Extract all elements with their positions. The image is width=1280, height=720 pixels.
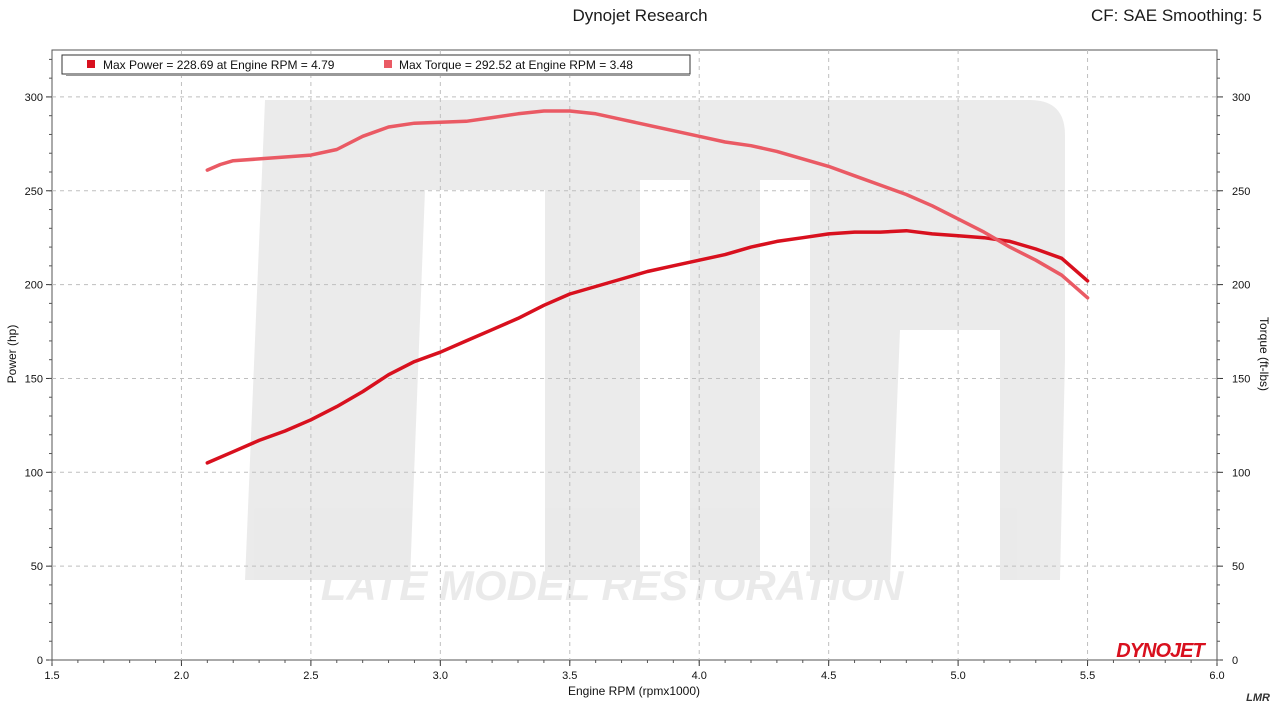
x-tick-label: 4.5 (821, 670, 836, 682)
y-tick-label: 300 (25, 92, 43, 104)
plot-area (51, 49, 1218, 661)
chart-header-title: Dynojet Research (572, 6, 708, 25)
series-lines (205, 109, 1090, 465)
lmr-corner-mark: LMR (1246, 692, 1270, 704)
legend: Max Power = 228.69 at Engine RPM = 4.79 … (61, 54, 691, 76)
y-tick-label: 50 (31, 561, 43, 573)
y2-tick-label: 200 (1232, 280, 1250, 292)
y2-tick-label: 250 (1232, 186, 1250, 198)
y-tick-label: 150 (25, 373, 43, 385)
legend-torque-label: Max Torque = 292.52 at Engine RPM = 3.48 (399, 58, 633, 72)
power-curve (205, 228, 1090, 465)
y2-tick-label: 150 (1232, 373, 1250, 385)
x-tick-label: 1.5 (44, 670, 59, 682)
correction-factor-label: CF: SAE Smoothing: 5 (1090, 6, 1262, 25)
y2-tick-label: 300 (1232, 92, 1250, 104)
x-axis-title: Engine RPM (rpmx1000) (568, 684, 700, 698)
y-tick-label: 200 (25, 280, 43, 292)
y2-axis-title: Torque (ft-lbs) (1257, 317, 1271, 391)
x-tick-label: 3.0 (433, 670, 448, 682)
legend-power-swatch (87, 60, 95, 68)
y-tick-label: 0 (37, 655, 43, 667)
x-tick-label: 2.5 (303, 670, 318, 682)
y2-tick-label: 100 (1232, 467, 1250, 479)
y-tick-label: 100 (25, 467, 43, 479)
y2-tick-label: 50 (1232, 561, 1244, 573)
watermark: LATE MODEL RESTORATION (245, 100, 1065, 609)
x-tick-label: 3.5 (562, 670, 577, 682)
grid (52, 50, 1217, 660)
legend-torque-swatch (384, 60, 392, 68)
watermark-text: LATE MODEL RESTORATION (321, 562, 905, 609)
legend-power-label: Max Power = 228.69 at Engine RPM = 4.79 (103, 58, 335, 72)
x-tick-label: 6.0 (1209, 670, 1224, 682)
dynojet-logo: DYNOJET (1116, 640, 1206, 662)
x-tick-label: 4.0 (692, 670, 707, 682)
y-axis-title: Power (hp) (5, 325, 19, 384)
x-tick-label: 2.0 (174, 670, 189, 682)
x-tick-label: 5.5 (1080, 670, 1095, 682)
axis-ticks: 1.5 2.0 2.5 3.0 3.5 4.0 4.5 5.0 5.5 6.0 0 50 100 150 2… (25, 58, 1250, 682)
torque-curve (205, 109, 1090, 300)
x-tick-label: 5.0 (950, 670, 965, 682)
y2-tick-label: 0 (1232, 655, 1238, 667)
y-tick-label: 250 (25, 186, 43, 198)
watermark-logo-shape (245, 100, 1065, 580)
